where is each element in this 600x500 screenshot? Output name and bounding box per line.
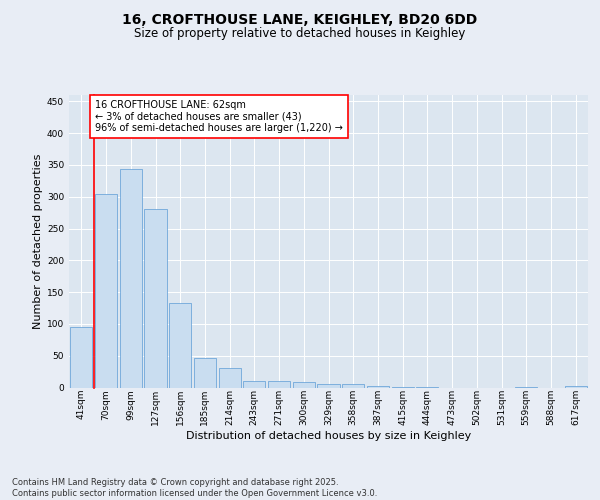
Bar bbox=[293, 382, 315, 388]
Bar bbox=[119, 170, 142, 388]
Bar bbox=[169, 303, 191, 388]
Bar bbox=[515, 387, 538, 388]
Bar bbox=[565, 386, 587, 388]
X-axis label: Distribution of detached houses by size in Keighley: Distribution of detached houses by size … bbox=[186, 431, 471, 441]
Bar bbox=[194, 358, 216, 388]
Bar bbox=[342, 384, 364, 388]
Bar bbox=[145, 210, 167, 388]
Text: Size of property relative to detached houses in Keighley: Size of property relative to detached ho… bbox=[134, 28, 466, 40]
Text: Contains HM Land Registry data © Crown copyright and database right 2025.
Contai: Contains HM Land Registry data © Crown c… bbox=[12, 478, 377, 498]
Bar bbox=[243, 381, 265, 388]
Bar bbox=[268, 381, 290, 388]
Bar bbox=[95, 194, 117, 388]
Bar bbox=[70, 327, 92, 388]
Bar bbox=[392, 387, 414, 388]
Bar bbox=[317, 384, 340, 388]
Text: 16 CROFTHOUSE LANE: 62sqm
← 3% of detached houses are smaller (43)
96% of semi-d: 16 CROFTHOUSE LANE: 62sqm ← 3% of detach… bbox=[95, 100, 343, 134]
Text: 16, CROFTHOUSE LANE, KEIGHLEY, BD20 6DD: 16, CROFTHOUSE LANE, KEIGHLEY, BD20 6DD bbox=[122, 12, 478, 26]
Bar bbox=[367, 386, 389, 388]
Bar bbox=[218, 368, 241, 388]
Y-axis label: Number of detached properties: Number of detached properties bbox=[33, 154, 43, 329]
